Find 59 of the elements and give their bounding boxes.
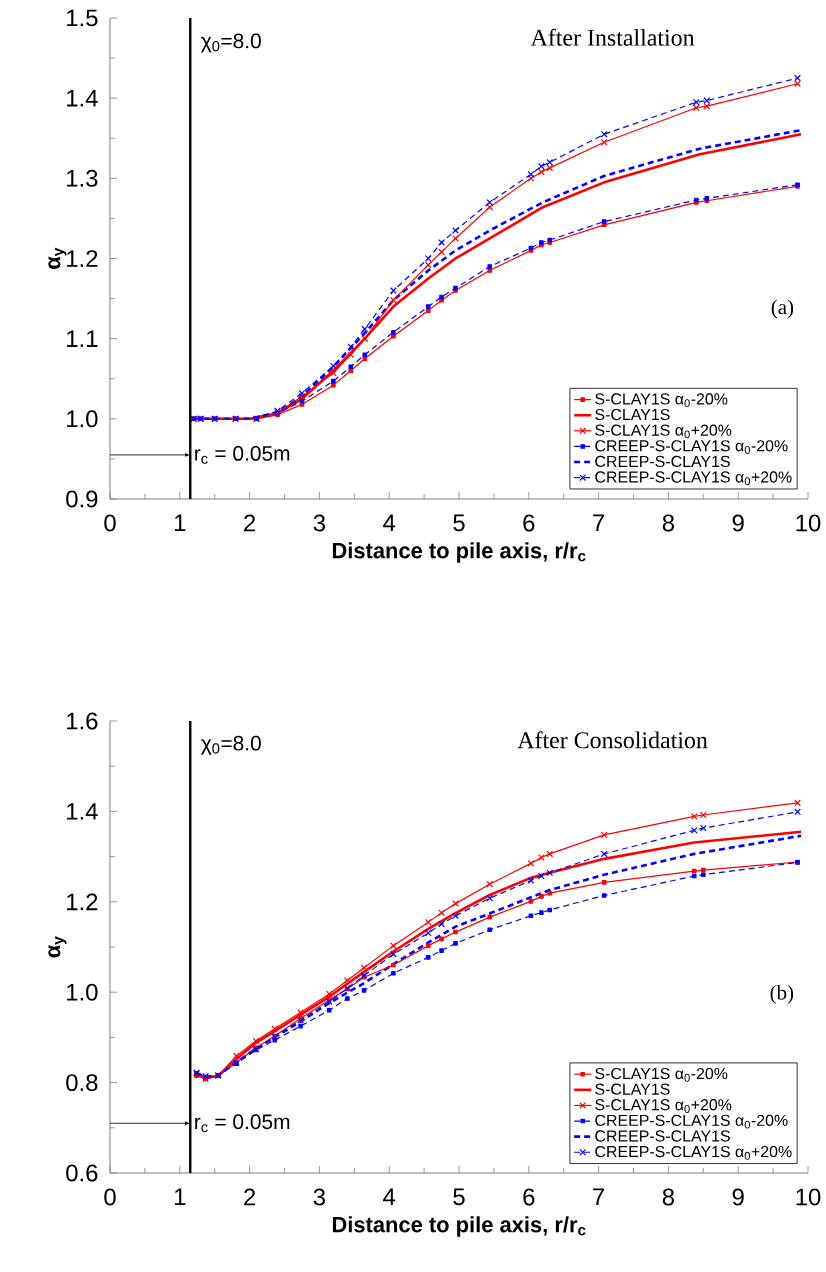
x-tick-label: 4 [383, 514, 396, 531]
legend-label: CREEP-S-CLAY1S α$_{0}$-20% [595, 440, 788, 454]
y-tick-label: 1.1 [67, 330, 98, 347]
annotation: χ$_{0}$=8.0 [200, 33, 261, 53]
x-tick-label: 6 [523, 514, 535, 532]
x-tick-label: 5 [453, 1188, 465, 1206]
y-tick-label: 0.9 [66, 490, 98, 508]
legend-label: CREEP-S-CLAY1S α$_{0}$+20% [595, 471, 792, 486]
legend-label: CREEP-S-CLAY1S α$_{0}$-20% [595, 1114, 788, 1129]
legend-label: CREEP-S-CLAY1S [595, 455, 730, 468]
y-tick-label: 1.6 [67, 712, 98, 730]
x-tick-label: 1 [174, 514, 186, 531]
x-tick-label: 7 [593, 514, 605, 531]
annotation: (a) [771, 299, 794, 319]
x-tick-label: 2 [244, 514, 256, 532]
annotation: r$_{c}$ = 0.05m [195, 445, 290, 464]
x-tick-label: 5 [453, 514, 465, 532]
y-tick-label: 1.0 [67, 410, 98, 428]
x-tick-label: 0 [104, 1188, 116, 1206]
legend-label: S-CLAY1S [595, 1083, 670, 1095]
y-tick-label: 1.3 [67, 169, 98, 187]
x-tick-label: 3 [313, 1188, 325, 1206]
y-tick-label: 1.2 [67, 250, 98, 267]
annotation: r$_{c}$ = 0.05m [195, 1114, 290, 1133]
x-tick-label: 8 [662, 514, 675, 532]
y-tick-label: 0.8 [66, 1074, 98, 1092]
x-axis-title: Distance to pile axis, r/r$_{c}$ [332, 1216, 586, 1237]
y-axis-title: α$_{y}$ [48, 247, 67, 269]
y-tick-label: 1.0 [67, 983, 98, 1001]
annotation: (b) [770, 984, 794, 1004]
x-tick-label: 8 [662, 1188, 675, 1206]
x-tick-label: 7 [593, 1188, 605, 1205]
annotation: χ$_{0}$=8.0 [200, 735, 261, 755]
y-tick-label: 0.6 [66, 1164, 98, 1182]
x-tick-label: 2 [244, 1188, 256, 1206]
x-tick-label: 3 [313, 514, 325, 532]
chart-title: After Installation [530, 28, 695, 46]
legend-label: CREEP-S-CLAY1S α$_{0}$+20% [595, 1145, 792, 1160]
chart-title: After Consolidation [517, 731, 708, 749]
x-tick-label: 10 [796, 1188, 821, 1206]
x-tick-label: 0 [104, 514, 116, 532]
x-tick-label: 6 [523, 1188, 535, 1206]
legend-label: S-CLAY1S [595, 408, 670, 421]
x-tick-label: 10 [796, 514, 821, 532]
y-tick-label: 1.5 [67, 9, 98, 27]
y-tick-label: 1.2 [67, 893, 98, 911]
y-tick-label: 1.4 [67, 803, 98, 820]
legend-label: S-CLAY1S α$_{0}$+20% [595, 1099, 732, 1113]
y-axis-title: α$_{y}$ [48, 936, 67, 958]
legend-label: S-CLAY1S α$_{0}$+20% [595, 424, 732, 439]
legend-label: S-CLAY1S α$_{0}$-20% [595, 1067, 728, 1082]
legend-label: CREEP-S-CLAY1S [595, 1130, 730, 1142]
x-axis-title: Distance to pile axis, r/r$_{c}$ [332, 542, 586, 563]
x-tick-label: 9 [732, 1188, 744, 1206]
x-tick-label: 4 [383, 1188, 396, 1205]
legend-label: S-CLAY1S α$_{0}$-20% [595, 393, 728, 408]
y-tick-label: 1.4 [67, 89, 98, 107]
x-tick-label: 9 [732, 514, 744, 532]
x-tick-label: 1 [174, 1188, 186, 1205]
